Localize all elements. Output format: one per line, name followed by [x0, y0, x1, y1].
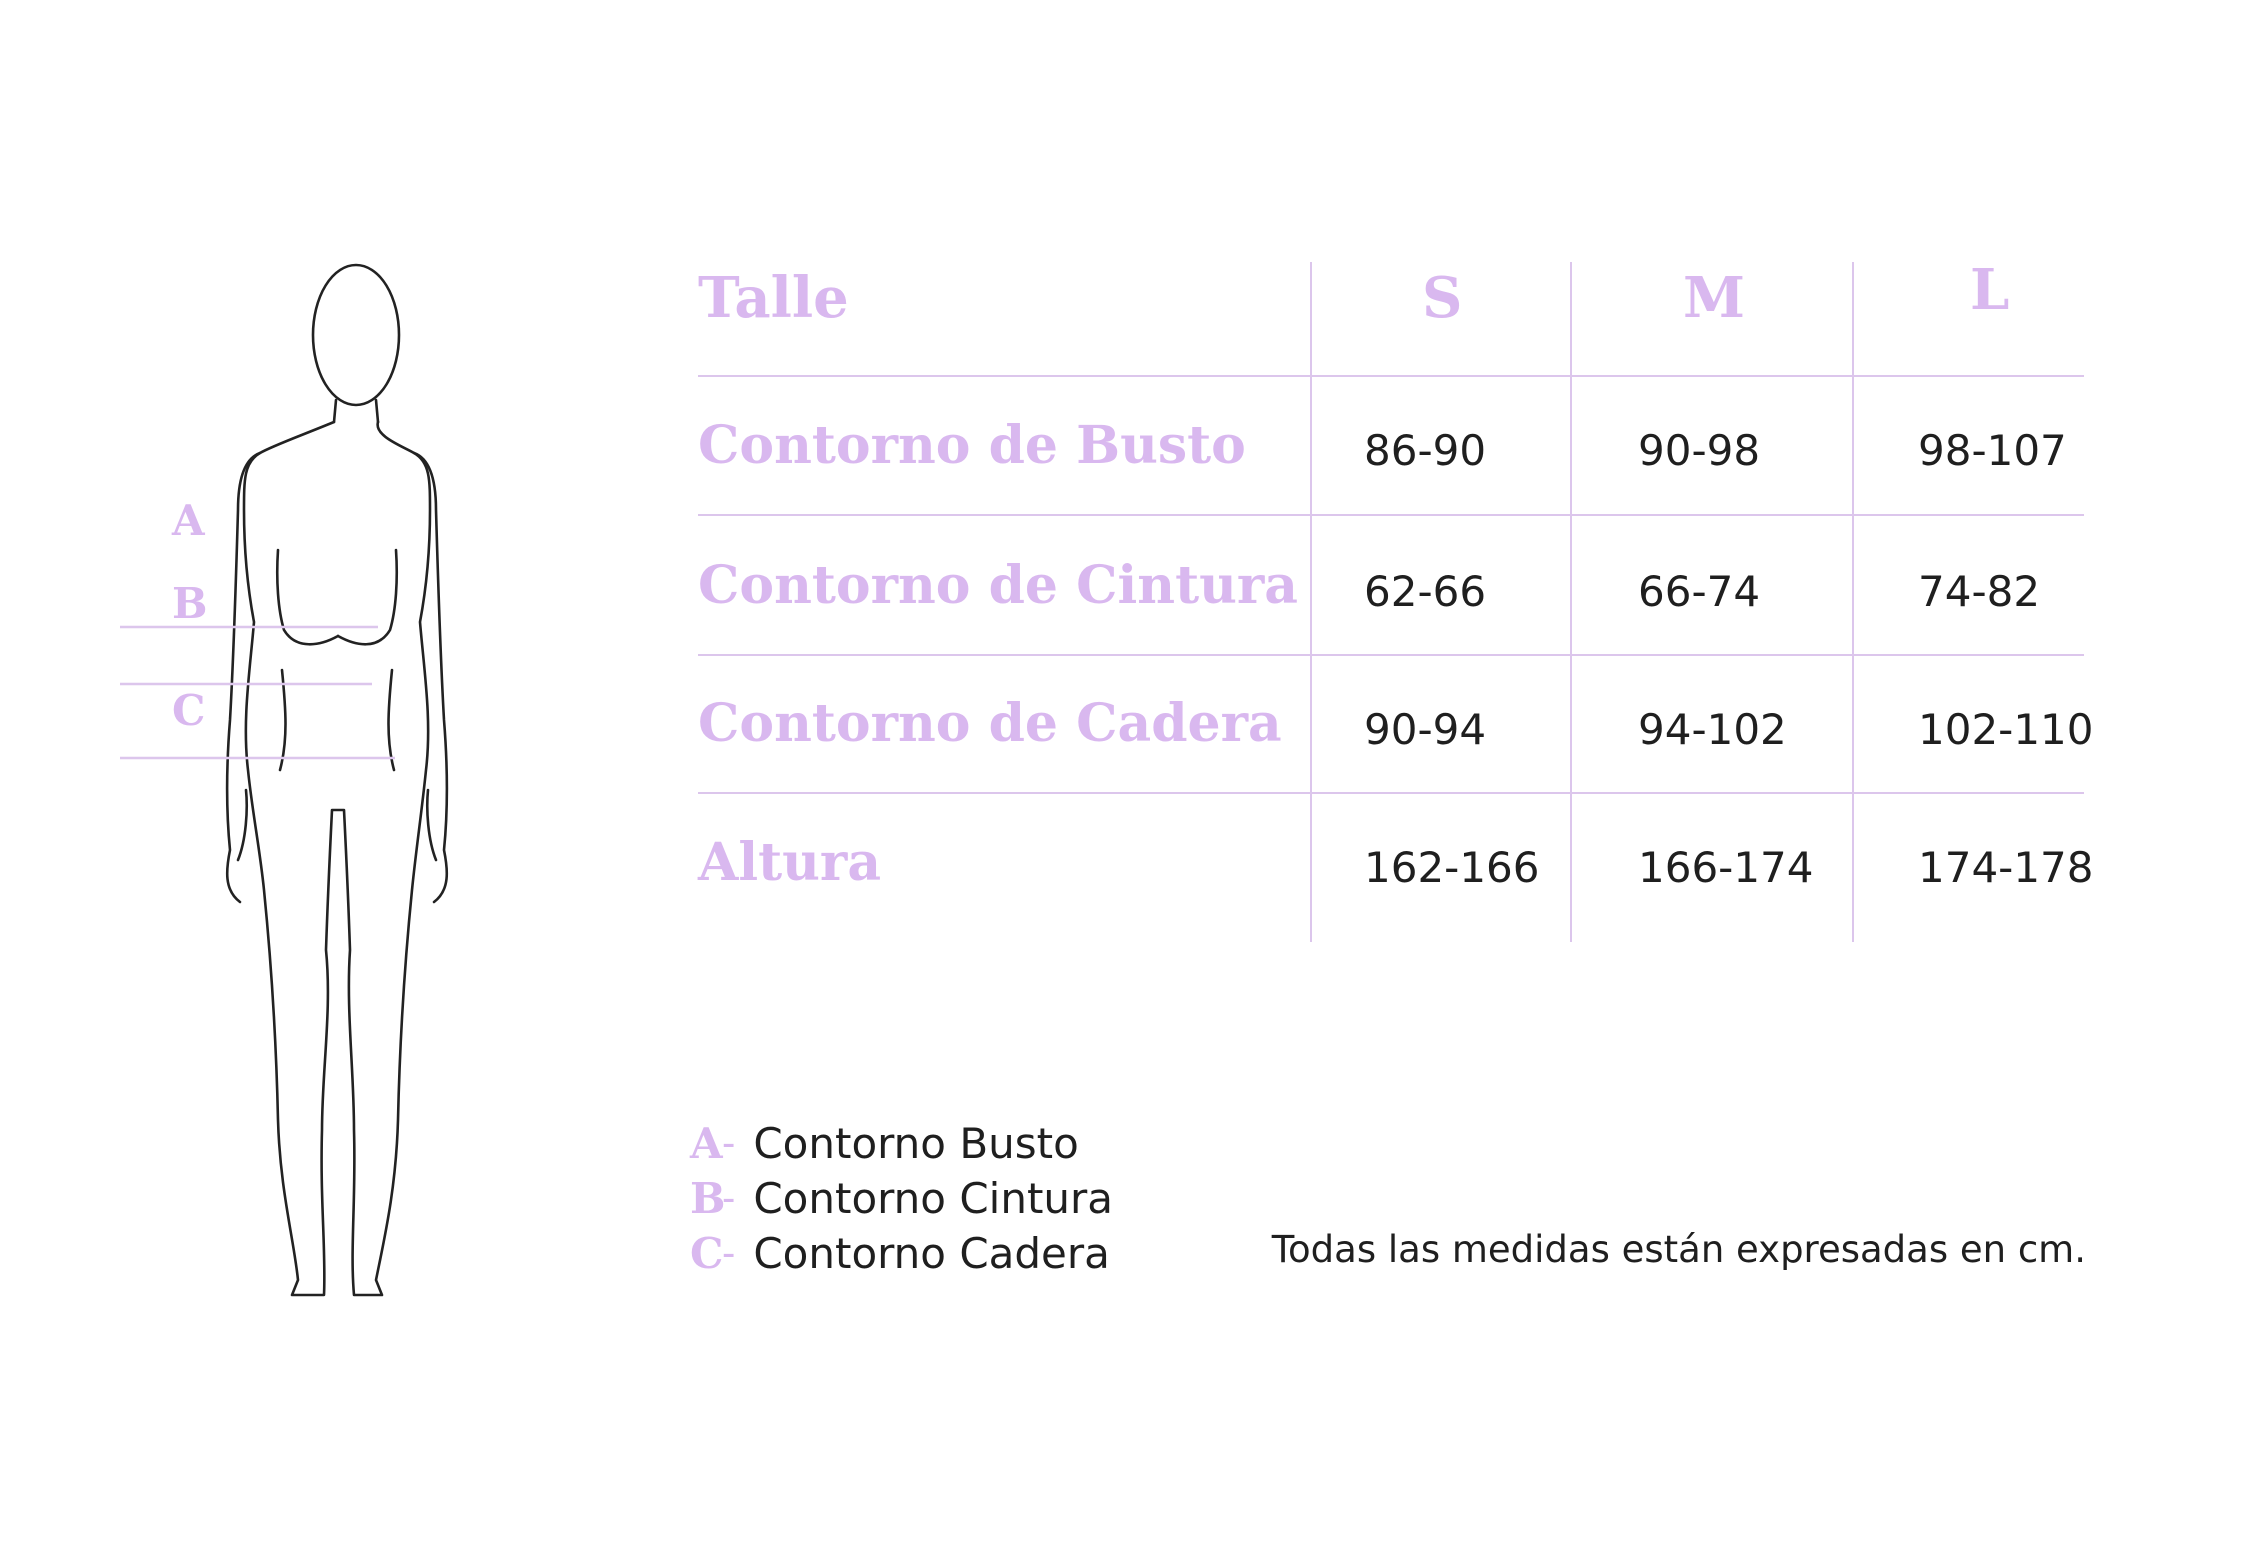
cell-busto-l: 98-107	[1918, 426, 2067, 475]
legend-dash: -	[722, 1121, 736, 1165]
marker-b: B	[172, 579, 208, 628]
column-divider	[1310, 262, 1312, 942]
legend-key: C	[690, 1229, 724, 1278]
legend-dash: -	[722, 1176, 736, 1220]
cell-altura-m: 166-174	[1638, 843, 1814, 892]
row-divider	[698, 654, 2084, 656]
column-divider	[1852, 262, 1854, 942]
legend-item: C - Contorno Cadera	[690, 1226, 1113, 1281]
cell-altura-s: 162-166	[1364, 843, 1540, 892]
cell-cintura-s: 62-66	[1364, 567, 1487, 616]
row-label-cintura: Contorno de Cintura	[698, 555, 1298, 616]
header-size-l: L	[1970, 257, 2010, 323]
legend-key: B	[690, 1174, 726, 1223]
row-divider	[698, 514, 2084, 516]
body-silhouette-icon	[225, 263, 449, 1297]
legend-dash: -	[722, 1231, 736, 1275]
legend-key: A	[690, 1119, 723, 1168]
cell-busto-m: 90-98	[1638, 426, 1761, 475]
legend-item: B - Contorno Cintura	[690, 1171, 1113, 1226]
body-figure	[120, 250, 500, 1310]
row-divider	[698, 792, 2084, 794]
measurement-lines	[120, 625, 395, 760]
header-talle: Talle	[698, 265, 849, 331]
column-divider	[1570, 262, 1572, 942]
cell-busto-s: 86-90	[1364, 426, 1487, 475]
legend-label: Contorno Cadera	[753, 1229, 1110, 1278]
legend-item: A - Contorno Busto	[690, 1116, 1113, 1171]
cell-cadera-s: 90-94	[1364, 705, 1487, 754]
header-size-s: S	[1422, 265, 1463, 331]
marker-c: C	[172, 686, 206, 735]
cell-cadera-m: 94-102	[1638, 705, 1787, 754]
cell-cintura-l: 74-82	[1918, 567, 2041, 616]
size-table: Talle S M L Contorno de Busto 86-90 90-9…	[698, 257, 2094, 942]
cell-cadera-l: 102-110	[1918, 705, 2094, 754]
row-divider	[698, 375, 2084, 377]
cell-altura-l: 174-178	[1918, 843, 2094, 892]
row-label-cadera: Contorno de Cadera	[698, 693, 1282, 754]
marker-a: A	[172, 496, 205, 545]
legend-label: Contorno Cintura	[753, 1174, 1114, 1223]
legend-label: Contorno Busto	[753, 1119, 1079, 1168]
header-size-m: M	[1683, 265, 1745, 331]
cell-cintura-m: 66-74	[1638, 567, 1761, 616]
measurement-legend: A - Contorno Busto B - Contorno Cintura …	[690, 1116, 1113, 1281]
row-label-altura: Altura	[698, 832, 882, 893]
row-label-busto: Contorno de Busto	[698, 415, 1246, 476]
units-footnote: Todas las medidas están expresadas en cm…	[1271, 1228, 2086, 1271]
